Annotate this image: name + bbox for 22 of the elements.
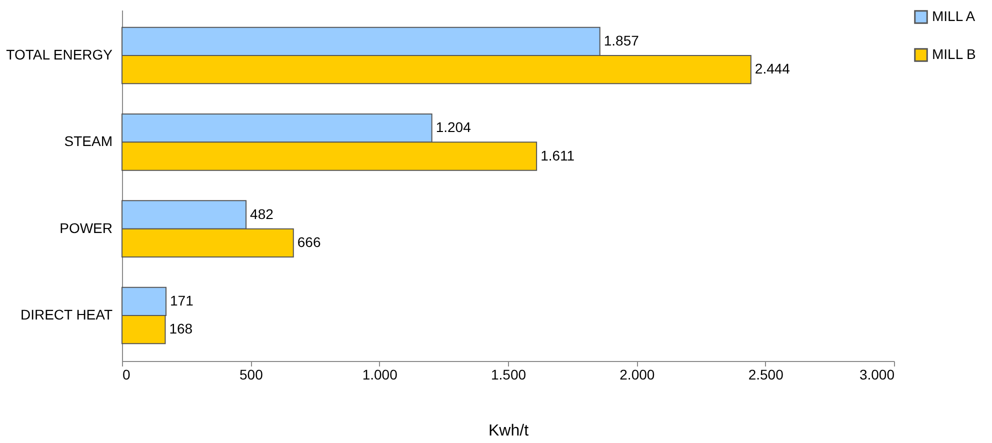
- data-label: 2.444: [754, 60, 790, 77]
- y-tick-label: TOTAL ENERGY: [6, 46, 114, 62]
- data-label: 666: [297, 234, 321, 250]
- legend-label: MILL B: [932, 46, 976, 62]
- x-tick-label: 1.500: [490, 366, 526, 382]
- data-label: 1.204: [436, 119, 472, 136]
- data-label: 482: [250, 206, 274, 222]
- x-tick-label: 2.500: [748, 366, 784, 382]
- legend-label: MILL A: [932, 8, 976, 24]
- x-tick-label: 3.000: [859, 366, 895, 382]
- y-tick-label: POWER: [60, 220, 112, 236]
- y-tick-label: STEAM: [64, 133, 112, 150]
- x-tick-label: 2.000: [620, 366, 655, 382]
- x-tick-label: 0: [122, 366, 130, 382]
- y-tick-label: DIRECT HEAT: [20, 306, 113, 322]
- x-tick-label: 1.000: [362, 366, 398, 382]
- x-axis-title: Kwh/t: [488, 422, 530, 440]
- data-label: 1.611: [540, 147, 575, 164]
- data-label: 1.857: [604, 32, 640, 48]
- x-tick-label: 500: [239, 366, 264, 382]
- data-label: 168: [169, 320, 193, 337]
- data-label: 171: [170, 292, 194, 308]
